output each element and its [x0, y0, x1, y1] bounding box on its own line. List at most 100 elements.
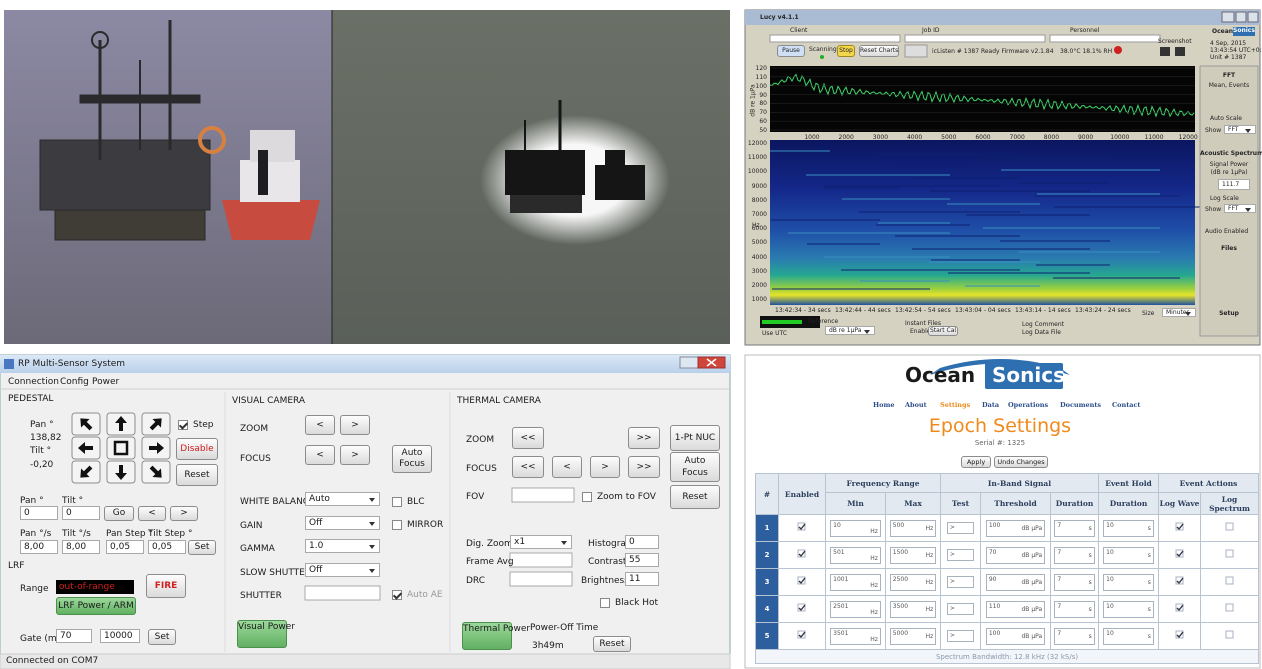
- checked-box[interactable]: [797, 603, 807, 613]
- checkbox[interactable]: MIRROR: [392, 520, 443, 530]
- min-frequency-input[interactable]: 3501 Hz: [830, 627, 881, 645]
- test-select[interactable]: >: [946, 603, 975, 615]
- max-frequency-input[interactable]: 1500 Hz: [889, 546, 937, 564]
- hold-duration-input[interactable]: 10 s: [1103, 600, 1154, 618]
- fire-button[interactable]: FIRE: [146, 574, 186, 598]
- reference-select[interactable]: dB re 1µPa: [825, 326, 875, 335]
- checked-box[interactable]: [797, 630, 807, 640]
- text-input[interactable]: 8,00: [20, 540, 58, 554]
- test-select[interactable]: >: [946, 576, 975, 588]
- threshold-input[interactable]: 90 dB µPa: [985, 573, 1046, 591]
- unchecked-box[interactable]: [1225, 576, 1235, 586]
- checked-box[interactable]: [1175, 630, 1185, 640]
- text-input[interactable]: 70: [56, 629, 92, 643]
- set-button[interactable]: Set: [188, 540, 216, 555]
- checked-box[interactable]: [1175, 549, 1185, 559]
- nav-link[interactable]: Home: [873, 401, 895, 409]
- text-input[interactable]: 55: [625, 553, 659, 567]
- min-frequency-input[interactable]: 1001 Hz: [830, 573, 881, 591]
- auto-focus-button[interactable]: Auto Focus: [392, 445, 432, 473]
- text-input[interactable]: 0: [625, 535, 659, 549]
- max-frequency-input[interactable]: 5000 Hz: [889, 627, 937, 645]
- reset-charts-button[interactable]: Reset Charts: [859, 45, 899, 57]
- hold-duration-input[interactable]: 10 s: [1103, 573, 1154, 591]
- button[interactable]: <<: [512, 456, 544, 478]
- button[interactable]: <<: [512, 427, 544, 449]
- auto-focus-button[interactable]: Auto Focus: [670, 452, 720, 482]
- test-select[interactable]: >: [946, 549, 975, 561]
- nav-link[interactable]: Data: [982, 401, 1000, 409]
- reset-timer-button[interactable]: Reset: [593, 636, 631, 652]
- button[interactable]: >>: [628, 456, 660, 478]
- dropdown[interactable]: Auto: [305, 492, 380, 506]
- minutes-select[interactable]: Minutes: [1162, 308, 1196, 317]
- checkbox[interactable]: BLC: [392, 497, 424, 507]
- dropdown[interactable]: x1: [510, 535, 572, 549]
- text-input[interactable]: 11: [625, 572, 659, 586]
- checkbox[interactable]: Zoom to FOV: [582, 492, 656, 502]
- dropdown[interactable]: 1.0: [305, 539, 380, 553]
- nav-link[interactable]: Settings: [940, 401, 971, 409]
- signal-power-value[interactable]: 111.7: [1218, 179, 1250, 190]
- button[interactable]: <: [552, 456, 582, 478]
- test-select[interactable]: >: [946, 522, 975, 534]
- focus-far-button[interactable]: >: [340, 445, 370, 465]
- checkbox[interactable]: Black Hot: [600, 598, 658, 608]
- button[interactable]: >>: [628, 427, 660, 449]
- dropdown[interactable]: Off: [305, 562, 380, 577]
- max-frequency-input[interactable]: 500 Hz: [889, 519, 937, 537]
- zoom-out-button[interactable]: <: [305, 415, 335, 435]
- max-frequency-input[interactable]: 3500 Hz: [889, 600, 937, 618]
- threshold-input[interactable]: 100 dB µPa: [985, 627, 1046, 645]
- nav-link[interactable]: Operations: [1008, 401, 1049, 409]
- checked-box[interactable]: [797, 576, 807, 586]
- reset-button[interactable]: Reset: [670, 485, 720, 509]
- focus-near-button[interactable]: <: [305, 445, 335, 465]
- hold-duration-input[interactable]: 10 s: [1103, 627, 1154, 645]
- nuc-button[interactable]: 1-Pt NUC: [670, 425, 720, 451]
- disable-button[interactable]: Disable: [176, 438, 218, 460]
- zoom-in-button[interactable]: >: [340, 415, 370, 435]
- button[interactable]: >: [590, 456, 620, 478]
- lrf-power-button[interactable]: LRF Power / ARM: [56, 597, 136, 615]
- threshold-input[interactable]: 70 dB µPa: [985, 546, 1046, 564]
- hold-duration-input[interactable]: 10 s: [1103, 546, 1154, 564]
- max-frequency-input[interactable]: 2500 Hz: [889, 573, 937, 591]
- set-button[interactable]: Set: [148, 629, 176, 645]
- checkbox[interactable]: Auto AE: [392, 590, 443, 600]
- apply-button[interactable]: Apply: [961, 456, 991, 468]
- text-input[interactable]: 0,05: [106, 540, 144, 554]
- text-input[interactable]: 0,05: [148, 540, 186, 554]
- go-button[interactable]: Go: [104, 506, 134, 521]
- stop-button[interactable]: Stop: [837, 45, 855, 57]
- nav-link[interactable]: About: [905, 401, 927, 409]
- checked-box[interactable]: [797, 522, 807, 532]
- pause-button[interactable]: Pause: [777, 45, 805, 57]
- fft-select[interactable]: FFT: [1224, 204, 1256, 213]
- text-input[interactable]: 0: [62, 506, 100, 520]
- min-frequency-input[interactable]: 501 Hz: [830, 546, 881, 564]
- min-frequency-input[interactable]: 10 Hz: [830, 519, 881, 537]
- checked-box[interactable]: [797, 549, 807, 559]
- step-back-button[interactable]: <: [138, 506, 166, 521]
- test-select[interactable]: >: [946, 630, 975, 642]
- checked-box[interactable]: [1175, 603, 1185, 613]
- visual-power-button[interactable]: Visual Power: [237, 620, 295, 648]
- unchecked-box[interactable]: [1225, 603, 1235, 613]
- text-input[interactable]: 8,00: [62, 540, 100, 554]
- nav-link[interactable]: Documents: [1060, 401, 1102, 409]
- min-frequency-input[interactable]: 2501 Hz: [830, 600, 881, 618]
- dropdown[interactable]: Off: [305, 515, 380, 530]
- start-cal-button[interactable]: Start Cal: [928, 326, 958, 336]
- checkbox[interactable]: Step: [178, 420, 214, 430]
- text-input[interactable]: 0: [20, 506, 58, 520]
- checked-box[interactable]: [1175, 522, 1185, 532]
- checked-box[interactable]: [1175, 576, 1185, 586]
- fft-select[interactable]: FFT: [1224, 125, 1256, 134]
- text-input[interactable]: 10000: [100, 629, 140, 643]
- nav-link[interactable]: Contact: [1112, 401, 1141, 409]
